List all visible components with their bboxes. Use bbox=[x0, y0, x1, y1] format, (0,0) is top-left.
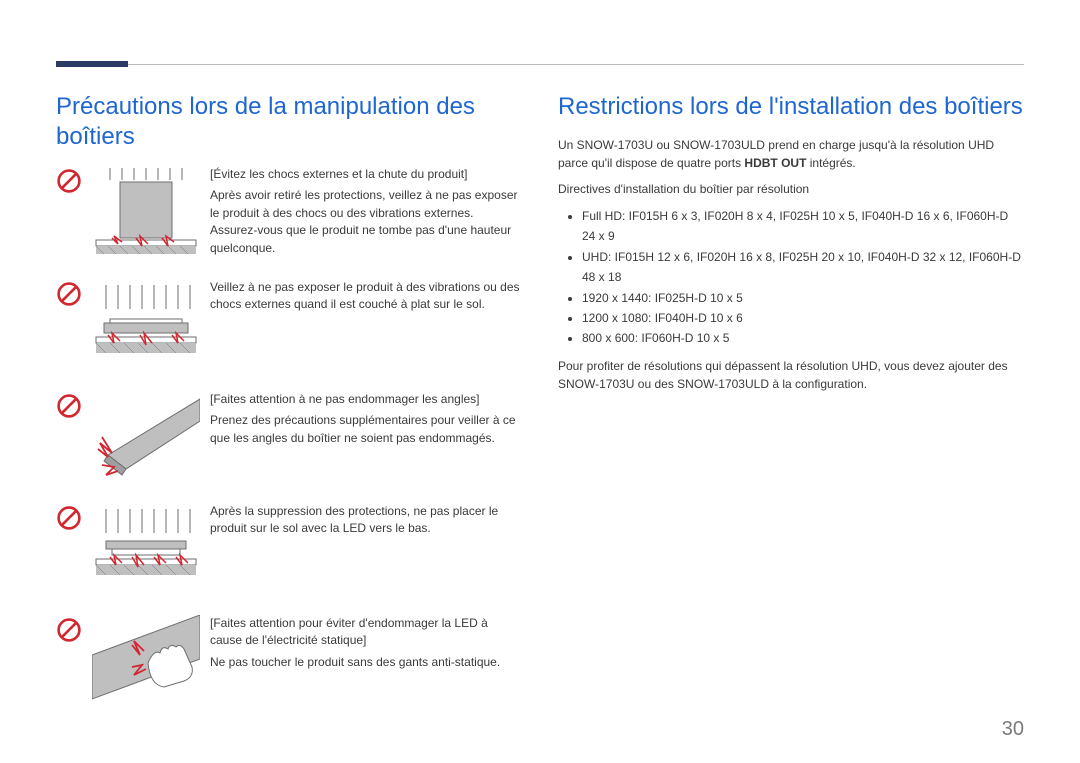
precaution-text: [Faites attention pour éviter d'endommag… bbox=[210, 615, 522, 671]
right-outro: Pour profiter de résolutions qui dépasse… bbox=[558, 357, 1024, 393]
header-accent-bar bbox=[56, 61, 128, 67]
diagram-static-touch bbox=[92, 615, 200, 705]
precaution-bracket: [Faites attention pour éviter d'endommag… bbox=[210, 615, 522, 650]
precaution-body: Après la suppression des protections, ne… bbox=[210, 504, 498, 535]
precaution-bracket: [Évitez les chocs externes et la chute d… bbox=[210, 166, 522, 183]
precaution-body: Veillez à ne pas exposer le produit à de… bbox=[210, 280, 520, 311]
right-column: Restrictions lors de l'installation des … bbox=[558, 92, 1024, 727]
list-item: 1920 x 1440: IF025H-D 10 x 5 bbox=[582, 288, 1024, 308]
prohibit-icon bbox=[56, 281, 82, 307]
header-rule bbox=[56, 64, 1024, 65]
precaution-text: [Évitez les chocs externes et la chute d… bbox=[210, 166, 522, 257]
precaution-text: Après la suppression des protections, ne… bbox=[210, 503, 522, 538]
precaution-row: [Faites attention à ne pas endommager le… bbox=[56, 391, 522, 481]
right-intro: Un SNOW-1703U ou SNOW-1703ULD prend en c… bbox=[558, 136, 1024, 172]
diagram-led-down bbox=[92, 503, 200, 593]
prohibit-icon bbox=[56, 505, 82, 531]
prohibit-icon bbox=[56, 393, 82, 419]
page-number: 30 bbox=[1002, 718, 1024, 741]
prohibit-icon bbox=[56, 617, 82, 643]
precaution-body: Après avoir retiré les protections, veil… bbox=[210, 188, 517, 254]
precaution-row: [Faites attention pour éviter d'endommag… bbox=[56, 615, 522, 705]
left-column: Précautions lors de la manipulation des … bbox=[56, 92, 522, 727]
list-item: 1200 x 1080: IF040H-D 10 x 6 bbox=[582, 308, 1024, 328]
diagram-drop-impact bbox=[92, 166, 200, 256]
content-columns: Précautions lors de la manipulation des … bbox=[56, 92, 1024, 727]
right-subhead: Directives d'installation du boîtier par… bbox=[558, 180, 1024, 198]
diagram-flat-vibration bbox=[92, 279, 200, 369]
precaution-text: [Faites attention à ne pas endommager le… bbox=[210, 391, 522, 447]
precaution-row: [Évitez les chocs externes et la chute d… bbox=[56, 166, 522, 257]
diagram-corner-damage bbox=[92, 391, 200, 481]
precaution-body: Prenez des précautions supplémentaires p… bbox=[210, 413, 516, 444]
right-section-title: Restrictions lors de l'installation des … bbox=[558, 92, 1024, 122]
precaution-body: Ne pas toucher le produit sans des gants… bbox=[210, 655, 500, 669]
precaution-bracket: [Faites attention à ne pas endommager le… bbox=[210, 391, 522, 408]
precaution-row: Veillez à ne pas exposer le produit à de… bbox=[56, 279, 522, 369]
right-intro-post: intégrés. bbox=[806, 156, 855, 170]
left-section-title: Précautions lors de la manipulation des … bbox=[56, 92, 522, 152]
prohibit-icon bbox=[56, 168, 82, 194]
precaution-row: Après la suppression des protections, ne… bbox=[56, 503, 522, 593]
guidelines-list: Full HD: IF015H 6 x 3, IF020H 8 x 4, IF0… bbox=[558, 206, 1024, 349]
list-item: Full HD: IF015H 6 x 3, IF020H 8 x 4, IF0… bbox=[582, 206, 1024, 247]
list-item: 800 x 600: IF060H-D 10 x 5 bbox=[582, 328, 1024, 348]
right-intro-bold: HDBT OUT bbox=[744, 156, 806, 170]
list-item: UHD: IF015H 12 x 6, IF020H 16 x 8, IF025… bbox=[582, 247, 1024, 288]
precaution-text: Veillez à ne pas exposer le produit à de… bbox=[210, 279, 522, 314]
